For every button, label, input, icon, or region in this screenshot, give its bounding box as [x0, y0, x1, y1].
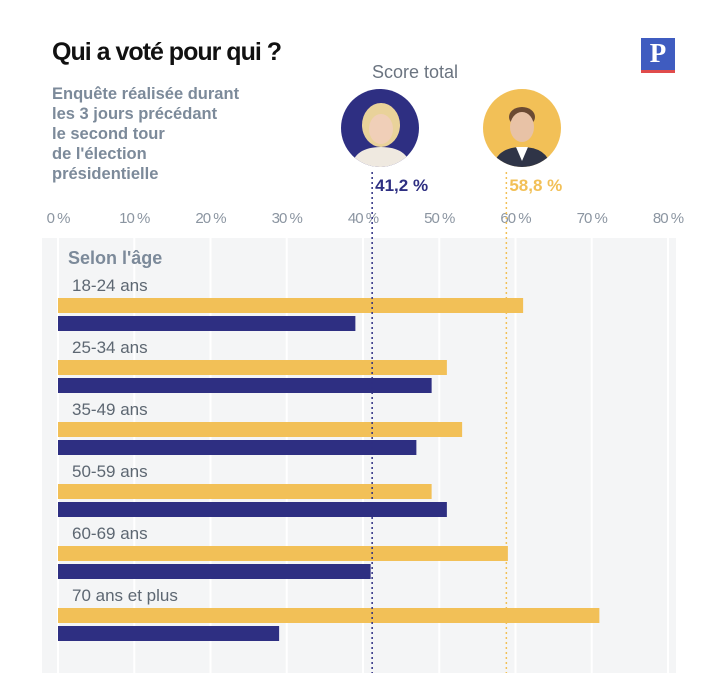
bar — [58, 298, 524, 313]
category-label: 70 ans et plus — [72, 586, 178, 605]
score-total-label: Score total — [372, 62, 459, 82]
bar — [58, 608, 600, 623]
subtitle-line: les 3 jours précédant — [52, 105, 218, 123]
bar — [58, 360, 447, 375]
candidate-portrait-le-pen — [341, 89, 419, 167]
bar — [58, 484, 432, 499]
subtitle-line: de l'élection — [52, 145, 147, 163]
category-label: 50-59 ans — [72, 462, 148, 481]
bar — [58, 502, 447, 517]
candidate-portrait-macron — [483, 89, 561, 167]
x-tick-label: 40 % — [348, 210, 379, 227]
subtitle-line: Enquête réalisée durant — [52, 85, 240, 103]
x-tick-label: 70 % — [577, 210, 608, 227]
x-tick-label: 50 % — [424, 210, 455, 227]
score-value-label: 41,2 % — [375, 176, 428, 195]
group-label: Selon l'âge — [68, 248, 162, 268]
publisher-logo[interactable]: P — [641, 38, 675, 70]
bar — [58, 378, 432, 393]
subtitle-line: le second tour — [52, 125, 165, 143]
chart-subtitle: Enquête réalisée durant les 3 jours préc… — [52, 84, 312, 184]
bar — [58, 422, 463, 437]
x-tick-label: 80 % — [653, 210, 684, 227]
bar — [58, 626, 280, 641]
logo-stripe — [641, 70, 675, 73]
bar — [58, 546, 508, 561]
bars: 18-24 ans 25-34 ans 35-49 ans 50-59 ans 60-6… — [58, 276, 600, 641]
x-tick-label: 20 % — [195, 210, 226, 227]
person-icon — [493, 107, 551, 167]
category-label: 25-34 ans — [72, 338, 148, 357]
bar — [58, 316, 356, 331]
reference-lines: 41,2 % 58,8 % — [371, 172, 562, 673]
category-label: 60-69 ans — [72, 524, 148, 543]
score-value-label: 58,8 % — [509, 176, 562, 195]
x-tick-label: 60 % — [500, 210, 531, 227]
x-tick-label: 30 % — [272, 210, 303, 227]
category-label: 18-24 ans — [72, 276, 148, 295]
category-label: 35-49 ans — [72, 400, 148, 419]
person-icon — [351, 103, 411, 167]
x-tick-label: 0 % — [47, 210, 71, 227]
subtitle-line: présidentielle — [52, 165, 159, 183]
chart-title: Qui a voté pour qui ? — [52, 38, 282, 66]
x-tick-label: 10 % — [119, 210, 150, 227]
bar — [58, 564, 371, 579]
x-axis: 0 % 10 % 20 % 30 % 40 % 50 % 60 % 70 % 80 % — [47, 210, 685, 227]
bar — [58, 440, 417, 455]
